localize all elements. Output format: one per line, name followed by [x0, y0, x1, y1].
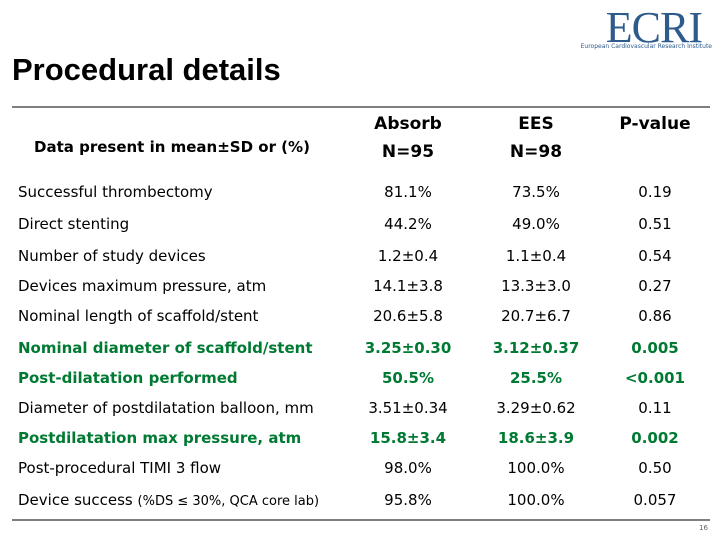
header-label: Data present in mean±SD or (%)	[34, 138, 310, 156]
cell-value: 95.8%	[384, 491, 432, 509]
cell-value: 0.86	[638, 307, 672, 325]
row-label: Post-procedural TIMI 3 flow	[18, 453, 221, 483]
label-text: Successful thrombectomy	[18, 183, 213, 201]
label-text: Direct stenting	[18, 215, 130, 233]
row-label: Number of study devices	[18, 241, 206, 271]
cell-value: 0.005	[631, 339, 679, 357]
column-name: Absorb	[374, 114, 442, 134]
row-label: Successful thrombectomy	[18, 177, 213, 207]
row-label: Post-dilatation performed	[18, 363, 238, 393]
column-name: EES	[518, 114, 554, 134]
cell-value: 0.27	[638, 277, 672, 295]
column-header: P-value	[595, 110, 715, 138]
label-text: Number of study devices	[18, 247, 206, 265]
cell-value: 13.3±3.0	[501, 277, 571, 295]
cell-value: 81.1%	[384, 183, 432, 201]
cell-value: 50.5%	[381, 369, 435, 387]
column-header: EES N=98	[476, 110, 596, 166]
cell-value: <0.001	[624, 369, 685, 387]
cell-value: 100.0%	[507, 459, 565, 477]
cell-value: 73.5%	[512, 183, 560, 201]
row-label: Nominal diameter of scaffold/stent	[18, 333, 313, 363]
column-n: N=98	[509, 142, 563, 162]
label-text: Diameter of postdilatation balloon, mm	[18, 399, 314, 417]
cell-value: 3.29±0.62	[496, 399, 576, 417]
cell-value: 0.057	[633, 491, 677, 509]
label-text: Post-procedural TIMI 3 flow	[18, 459, 222, 477]
cell-value: 3.25±0.30	[364, 339, 452, 357]
cell-value: 15.8±3.4	[369, 429, 447, 447]
row-label: Diameter of postdilatation balloon, mm	[18, 393, 314, 423]
cell-value: 1.2±0.4	[377, 247, 439, 265]
label-text: Nominal diameter of scaffold/stent	[18, 339, 313, 357]
cell-value: 49.0%	[512, 215, 560, 233]
row-label: Postdilatation max pressure, atm	[18, 423, 301, 453]
label-text: Device success	[18, 491, 133, 509]
cell-value: 3.12±0.37	[492, 339, 580, 357]
logo: ECRI	[605, 3, 703, 52]
column-n: N=95	[381, 142, 435, 162]
rule	[12, 519, 710, 521]
cell-value: 0.50	[638, 459, 672, 477]
cell-value: 0.51	[638, 215, 672, 233]
row-label: Direct stenting	[18, 209, 129, 239]
cell-value: 20.6±5.8	[373, 307, 443, 325]
cell-value: 100.0%	[507, 491, 565, 509]
column-header: Absorb N=95	[348, 110, 468, 166]
cell-value: 18.6±3.9	[497, 429, 575, 447]
row-label: Devices maximum pressure, atm	[18, 271, 266, 301]
cell-value: 0.002	[631, 429, 679, 447]
label-note: (%DS ≤ 30%, QCA core lab)	[137, 494, 320, 509]
cell-value: 3.51±0.34	[368, 399, 448, 417]
label-text: Nominal length of scaffold/stent	[18, 307, 259, 325]
cell-value: 0.19	[638, 183, 672, 201]
cell-value: 1.1±0.4	[505, 247, 567, 265]
column-name: P-value	[619, 114, 691, 134]
rule	[12, 106, 710, 108]
cell-value: 0.11	[638, 399, 672, 417]
label-text: Devices maximum pressure, atm	[18, 277, 267, 295]
page-number: 16	[699, 524, 708, 532]
label-text: Post-dilatation performed	[18, 369, 238, 387]
row-label: Nominal length of scaffold/stent	[18, 301, 258, 331]
cell-value: 98.0%	[384, 459, 432, 477]
row-label: Device success (%DS ≤ 30%, QCA core lab)	[18, 485, 319, 515]
cell-value: 0.54	[638, 247, 672, 265]
cell-value: 20.7±6.7	[501, 307, 571, 325]
cell-value: 25.5%	[509, 369, 563, 387]
logo-subtitle: European Cardiovascular Research Institu…	[580, 43, 712, 50]
title: Procedural details	[12, 52, 281, 87]
cell-value: 14.1±3.8	[373, 277, 443, 295]
label-text: Postdilatation max pressure, atm	[18, 429, 302, 447]
cell-value: 44.2%	[384, 215, 432, 233]
